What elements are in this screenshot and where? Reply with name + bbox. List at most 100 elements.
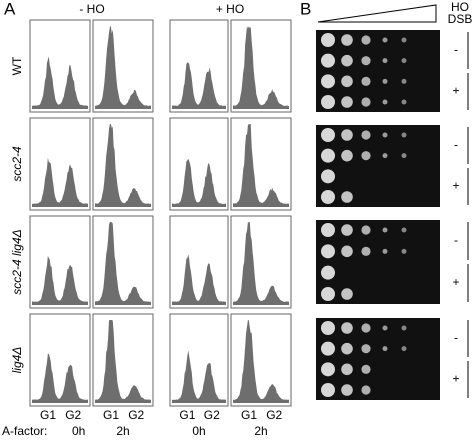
histogram-frame: [29, 313, 91, 407]
yeast-spot: [321, 362, 335, 377]
condition-label: +: [452, 179, 459, 193]
yeast-spot: [321, 33, 335, 47]
yeast-spot: [361, 364, 371, 374]
yeast-spot: [341, 191, 353, 203]
histogram: [172, 62, 226, 109]
yeast-spot: [321, 169, 335, 184]
yeast-spot: [401, 78, 407, 84]
yeast-spot: [382, 346, 388, 352]
yeast-spot: [382, 248, 388, 254]
yeast-spot: [361, 225, 371, 235]
yeast-spot: [341, 54, 353, 67]
peak-label: G2: [128, 408, 144, 422]
histogram: [32, 353, 88, 403]
peak-label: G1: [103, 408, 119, 422]
peak-label: G2: [266, 408, 282, 422]
spot-plate: [316, 220, 440, 304]
histogram-frame: [230, 19, 292, 113]
histogram: [32, 157, 88, 207]
spot-plate: [316, 318, 440, 400]
factor-label: A-factor:: [2, 424, 47, 438]
yeast-spot: [361, 130, 371, 140]
row-label: WT: [10, 56, 24, 75]
histogram-frame: [29, 215, 91, 309]
yeast-spot: [341, 384, 353, 396]
yeast-spot: [321, 128, 335, 142]
yeast-spot: [341, 322, 353, 334]
condition-label: +: [452, 372, 459, 386]
yeast-spot: [401, 346, 407, 352]
panel-a-label: A: [4, 0, 16, 18]
yeast-spot: [341, 149, 353, 162]
histogram-frame: [92, 215, 154, 309]
histogram-frame: [230, 215, 292, 309]
histogram: [95, 222, 151, 305]
histogram: [172, 350, 226, 403]
yeast-spot: [361, 344, 371, 354]
yeast-spot: [382, 325, 388, 331]
yeast-spot: [341, 129, 353, 141]
yeast-spot: [361, 56, 371, 66]
histogram: [233, 26, 289, 109]
spot-plate: [316, 125, 440, 207]
peak-label: G2: [65, 408, 81, 422]
yeast-spot: [321, 321, 335, 335]
yeast-spot: [321, 265, 335, 280]
yeast-spot: [321, 287, 335, 301]
yeast-spot: [401, 325, 407, 331]
condition-label: + HO: [216, 2, 244, 16]
yeast-spot: [401, 132, 407, 138]
histogram-frame: [230, 313, 292, 407]
histogram: [172, 158, 226, 207]
histogram-frame: [169, 215, 229, 309]
header-label: HO: [451, 0, 469, 14]
yeast-spot: [382, 153, 388, 159]
peak-label: G1: [40, 408, 56, 422]
yeast-spot: [401, 248, 407, 254]
yeast-spot: [321, 190, 335, 204]
yeast-spot: [361, 246, 371, 256]
yeast-spot: [401, 37, 407, 43]
dilution-triangle: [317, 4, 437, 23]
row-label: scc2-4 lig4Δ: [10, 229, 24, 294]
yeast-spot: [321, 341, 335, 356]
time-label: 0h: [192, 424, 205, 438]
yeast-spot: [361, 385, 371, 395]
histogram-frame: [230, 117, 292, 211]
yeast-spot: [401, 99, 407, 105]
yeast-spot: [361, 151, 371, 161]
yeast-spot: [361, 97, 371, 107]
yeast-spot: [341, 245, 353, 258]
histogram: [32, 255, 88, 305]
yeast-spot: [341, 96, 353, 108]
histogram-frame: [169, 313, 229, 407]
yeast-spot: [321, 383, 335, 397]
condition-label: -: [454, 233, 458, 247]
header-label: DSB: [448, 12, 473, 26]
histogram: [172, 254, 226, 305]
condition-label: -: [454, 43, 458, 57]
histogram: [233, 124, 289, 207]
histogram: [32, 56, 88, 109]
histogram-frame: [92, 19, 154, 113]
time-label: 0h: [72, 424, 85, 438]
histogram-frame: [169, 19, 229, 113]
histogram-frame: [29, 19, 91, 113]
yeast-spot: [382, 132, 388, 138]
yeast-spot: [321, 95, 335, 109]
row-label: lig4Δ: [10, 347, 24, 374]
histogram: [95, 320, 151, 403]
yeast-spot: [382, 227, 388, 233]
yeast-spot: [341, 363, 353, 376]
time-label: 2h: [254, 424, 267, 438]
yeast-spot: [401, 58, 407, 64]
panel-b-label: B: [300, 0, 311, 18]
yeast-spot: [382, 78, 388, 84]
yeast-spot: [341, 288, 353, 300]
peak-label: G1: [179, 408, 195, 422]
yeast-spot: [361, 76, 371, 86]
histogram: [233, 222, 289, 305]
histogram-frame: [29, 117, 91, 211]
yeast-spot: [341, 342, 353, 355]
